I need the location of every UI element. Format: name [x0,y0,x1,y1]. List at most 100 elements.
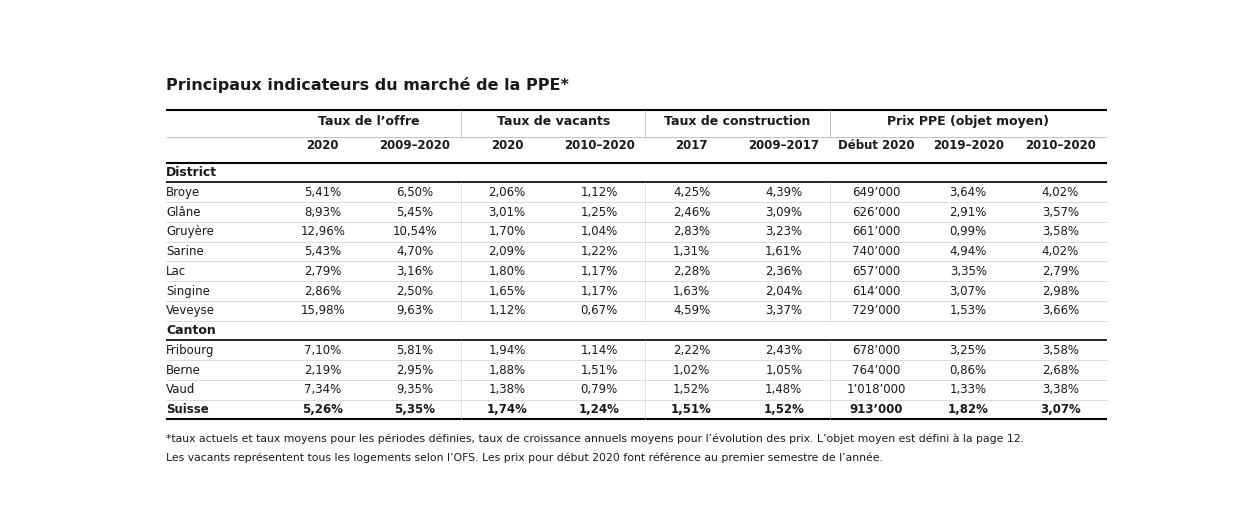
Text: 1,65%: 1,65% [489,285,526,297]
Text: 3,23%: 3,23% [765,225,802,238]
Text: 0,79%: 0,79% [581,383,618,396]
Text: 1,61%: 1,61% [765,245,802,258]
Text: 3,37%: 3,37% [765,304,802,318]
Text: 0,86%: 0,86% [950,364,987,376]
Text: Canton: Canton [166,324,215,337]
Text: 2017: 2017 [675,139,708,152]
Text: 1,17%: 1,17% [581,265,618,278]
Text: 2,36%: 2,36% [765,265,802,278]
Text: 2,50%: 2,50% [396,285,433,297]
Text: 7,10%: 7,10% [305,344,342,357]
Text: Broye: Broye [166,186,201,199]
Text: 1,12%: 1,12% [489,304,526,318]
Text: 5,45%: 5,45% [396,205,433,219]
Text: 4,39%: 4,39% [765,186,802,199]
Text: 1,33%: 1,33% [950,383,987,396]
Text: 649’000: 649’000 [852,186,900,199]
Text: 2,04%: 2,04% [765,285,802,297]
Text: Principaux indicateurs du marché de la PPE*: Principaux indicateurs du marché de la P… [166,77,569,93]
Text: Veveyse: Veveyse [166,304,215,318]
Text: 2,98%: 2,98% [1042,285,1080,297]
Text: 764’000: 764’000 [852,364,900,376]
Text: Lac: Lac [166,265,187,278]
Text: 1,14%: 1,14% [581,344,618,357]
Text: Fribourg: Fribourg [166,344,214,357]
Text: 1,82%: 1,82% [948,403,989,416]
Text: Taux de vacants: Taux de vacants [496,115,610,129]
Text: 3,66%: 3,66% [1042,304,1080,318]
Text: 5,81%: 5,81% [396,344,433,357]
Text: 1,88%: 1,88% [489,364,526,376]
Text: 3,09%: 3,09% [765,205,802,219]
Text: 2,79%: 2,79% [1041,265,1080,278]
Text: 1,80%: 1,80% [489,265,526,278]
Text: 913’000: 913’000 [849,403,903,416]
Text: 7,34%: 7,34% [305,383,342,396]
Text: 1,17%: 1,17% [581,285,618,297]
Text: Gruyère: Gruyère [166,225,214,238]
Text: 1,05%: 1,05% [765,364,802,376]
Text: 1,52%: 1,52% [673,383,711,396]
Text: 2,09%: 2,09% [489,245,526,258]
Text: 4,02%: 4,02% [1042,186,1080,199]
Text: Les vacants représentent tous les logements selon l’OFS. Les prix pour début 202: Les vacants représentent tous les logeme… [166,453,883,464]
Text: Début 2020: Début 2020 [838,139,915,152]
Text: 1,51%: 1,51% [581,364,618,376]
Text: 1,94%: 1,94% [489,344,526,357]
Text: 1,31%: 1,31% [673,245,711,258]
Text: 1,52%: 1,52% [764,403,805,416]
Text: 15,98%: 15,98% [301,304,345,318]
Text: 1,53%: 1,53% [950,304,987,318]
Text: 2,06%: 2,06% [489,186,526,199]
Text: 3,57%: 3,57% [1042,205,1080,219]
Text: 0,99%: 0,99% [950,225,987,238]
Text: 3,58%: 3,58% [1042,225,1080,238]
Text: 3,35%: 3,35% [950,265,987,278]
Text: 2020: 2020 [491,139,524,152]
Text: 2,28%: 2,28% [673,265,711,278]
Text: Suisse: Suisse [166,403,209,416]
Text: 3,07%: 3,07% [950,285,987,297]
Text: 3,58%: 3,58% [1042,344,1080,357]
Text: 4,02%: 4,02% [1042,245,1080,258]
Text: 2,46%: 2,46% [673,205,711,219]
Text: 2,43%: 2,43% [765,344,802,357]
Text: 1,38%: 1,38% [489,383,526,396]
Text: 10,54%: 10,54% [392,225,437,238]
Text: 4,59%: 4,59% [673,304,711,318]
Text: Berne: Berne [166,364,201,376]
Text: 1,04%: 1,04% [581,225,618,238]
Text: 2,91%: 2,91% [950,205,987,219]
Text: 5,43%: 5,43% [305,245,342,258]
Text: 8,93%: 8,93% [305,205,342,219]
Text: 1,22%: 1,22% [581,245,618,258]
Text: 2,22%: 2,22% [673,344,711,357]
Text: 0,67%: 0,67% [581,304,618,318]
Text: 3,38%: 3,38% [1042,383,1080,396]
Text: 2,79%: 2,79% [305,265,342,278]
Text: 614’000: 614’000 [852,285,900,297]
Text: 1,25%: 1,25% [581,205,618,219]
Text: 1,70%: 1,70% [489,225,526,238]
Text: 2,19%: 2,19% [305,364,342,376]
Text: 2009–2017: 2009–2017 [748,139,820,152]
Text: 2019–2020: 2019–2020 [932,139,1004,152]
Text: Singine: Singine [166,285,210,297]
Text: Sarine: Sarine [166,245,204,258]
Text: 3,07%: 3,07% [1040,403,1081,416]
Text: 4,70%: 4,70% [396,245,433,258]
Text: District: District [166,166,218,179]
Text: 1,51%: 1,51% [671,403,712,416]
Text: 2,86%: 2,86% [305,285,342,297]
Text: Taux de construction: Taux de construction [665,115,811,129]
Text: 12,96%: 12,96% [301,225,345,238]
Text: 3,64%: 3,64% [950,186,987,199]
Text: 2,68%: 2,68% [1042,364,1080,376]
Text: 4,94%: 4,94% [950,245,987,258]
Text: 1,48%: 1,48% [765,383,802,396]
Text: Glâne: Glâne [166,205,201,219]
Text: Vaud: Vaud [166,383,196,396]
Text: 657’000: 657’000 [852,265,900,278]
Text: 6,50%: 6,50% [396,186,433,199]
Text: 661’000: 661’000 [852,225,900,238]
